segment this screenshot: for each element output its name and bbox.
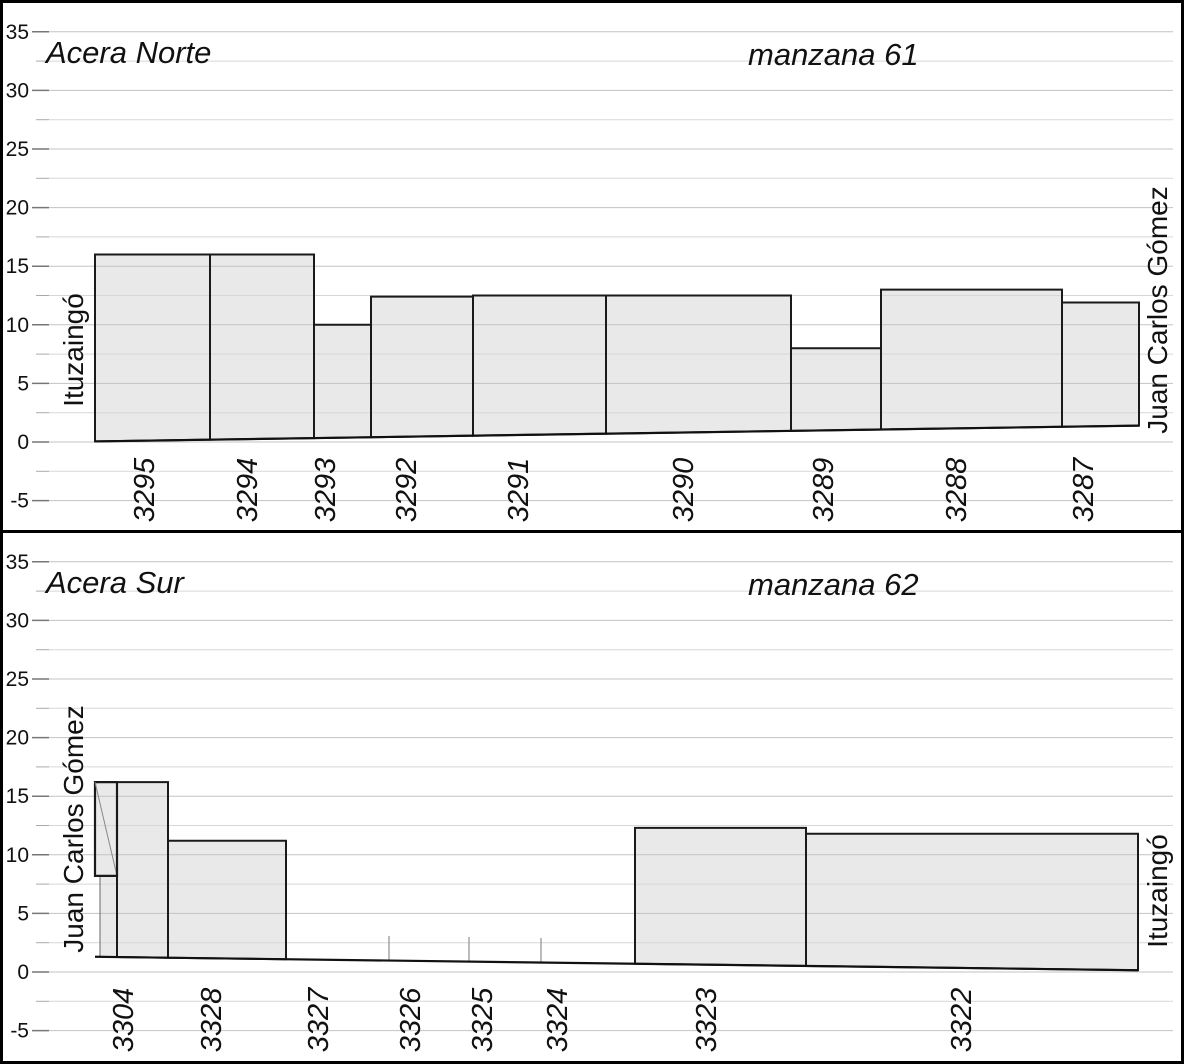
lot-number-label: 3325 bbox=[467, 987, 499, 1052]
building-fill bbox=[606, 295, 791, 434]
y-tick-label: 35 bbox=[6, 551, 29, 574]
building-fill bbox=[791, 348, 881, 431]
building-fill bbox=[371, 296, 473, 438]
lot-number-label: 3304 bbox=[108, 988, 140, 1053]
y-tick-label: 15 bbox=[6, 255, 29, 278]
building-fill bbox=[314, 324, 371, 439]
y-axis: -5 0 5 10 15 20 25 30 35 bbox=[6, 551, 49, 1043]
building-fill bbox=[210, 254, 314, 440]
y-tick-label: 25 bbox=[6, 668, 29, 691]
gridlines bbox=[49, 561, 1173, 1032]
lot-number-label: 3290 bbox=[668, 458, 700, 523]
y-tick-label: 0 bbox=[17, 961, 29, 984]
y-axis: -5 0 5 10 15 20 25 30 35 bbox=[6, 21, 49, 513]
ground-line bbox=[94, 424, 1140, 443]
y-tick-label: 30 bbox=[6, 79, 29, 102]
street-label-right: Juan Carlos Gómez bbox=[1142, 186, 1173, 434]
lot-number-label: 3324 bbox=[542, 988, 574, 1053]
y-tick-label: 35 bbox=[6, 21, 29, 44]
elevation-chart-norte: -5 0 5 10 15 20 25 30 35 3295 3294 3293 3292 3291 3290… bbox=[6, 21, 1173, 522]
building-fill bbox=[635, 827, 806, 966]
annex-diagonal-line bbox=[94, 782, 118, 877]
y-tick-label: 0 bbox=[17, 431, 29, 454]
panel-acera-sur: Acera Sur manzana 62 Juan Carlos Gómez I… bbox=[3, 530, 1181, 1061]
y-tick-label: 25 bbox=[6, 138, 29, 161]
lot-number-label: 3293 bbox=[310, 458, 342, 523]
building-fill bbox=[95, 254, 210, 442]
lot-number-label: 3291 bbox=[503, 458, 535, 523]
y-tick-label: 20 bbox=[6, 197, 29, 220]
block-label: manzana 61 bbox=[748, 37, 919, 72]
y-tick-label: 10 bbox=[6, 844, 29, 867]
lot-number-label: 3288 bbox=[941, 458, 973, 523]
street-label-right: Ituzaingó bbox=[1142, 834, 1173, 948]
y-tick-label: 5 bbox=[17, 902, 29, 925]
annex-column-fill bbox=[100, 875, 117, 958]
building-fill bbox=[168, 840, 286, 960]
gridlines bbox=[49, 31, 1173, 502]
lot-number-label: 3328 bbox=[196, 988, 228, 1053]
building-fill bbox=[806, 833, 1138, 971]
panel-acera-norte: Acera Norte manzana 61 Ituzaingó Juan Ca… bbox=[3, 3, 1181, 530]
y-tick-label: 30 bbox=[6, 609, 29, 632]
building-fill bbox=[1062, 302, 1139, 427]
lot-number-labels: 3304 3328 3327 3326 3325 3324 3323 3322 bbox=[108, 986, 978, 1052]
building-fill bbox=[117, 782, 168, 958]
lot-number-label: 3289 bbox=[808, 458, 840, 523]
panel-title: Acera Sur bbox=[46, 565, 184, 600]
building-fill bbox=[881, 289, 1062, 430]
lot-number-labels: 3295 3294 3293 3292 3291 3290 3289 3288 3287 bbox=[129, 456, 1100, 522]
lot-number-label: 3294 bbox=[232, 458, 264, 523]
y-tick-label: 5 bbox=[17, 372, 29, 395]
y-tick-label: 10 bbox=[6, 314, 29, 337]
y-tick-label: 20 bbox=[6, 727, 29, 750]
street-label-left: Ituzaingó bbox=[58, 293, 89, 407]
ground-line bbox=[94, 955, 1139, 972]
lot-number-label: 3292 bbox=[391, 458, 423, 523]
elevation-chart-sur: -5 0 5 10 15 20 25 30 35 3304 3328 3327 3326 3325 3324… bbox=[6, 551, 1173, 1052]
bar-fills bbox=[95, 254, 1139, 442]
bar-fills bbox=[95, 782, 1138, 971]
street-label-left: Juan Carlos Gómez bbox=[58, 705, 89, 953]
lot-number-label: 3287 bbox=[1068, 456, 1100, 522]
lot-number-label: 3326 bbox=[395, 987, 427, 1052]
lot-number-label: 3322 bbox=[946, 988, 978, 1053]
panel-title: Acera Norte bbox=[46, 35, 212, 70]
lot-boundary-ticks bbox=[388, 935, 542, 963]
y-tick-label: -5 bbox=[10, 490, 29, 513]
lot-number-label: 3295 bbox=[129, 457, 161, 522]
block-label: manzana 62 bbox=[748, 567, 919, 602]
y-tick-label: -5 bbox=[10, 1020, 29, 1043]
lot-number-label: 3327 bbox=[303, 986, 335, 1052]
lot-number-label: 3323 bbox=[691, 988, 723, 1053]
building-fill bbox=[473, 295, 606, 436]
y-tick-label: 15 bbox=[6, 785, 29, 808]
